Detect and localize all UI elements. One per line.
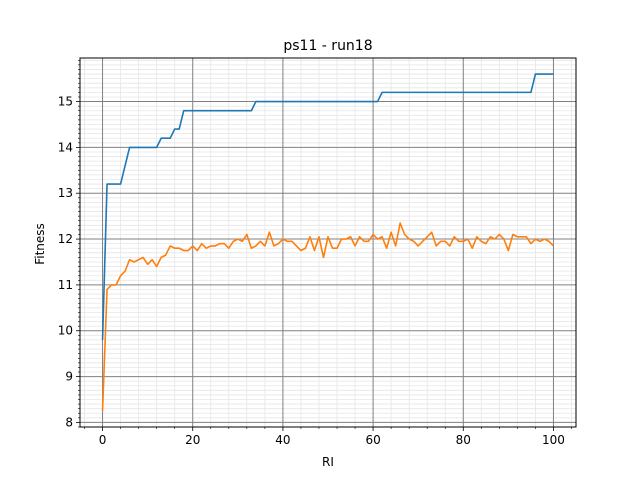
x-tick-label: 40 bbox=[275, 433, 290, 447]
y-tick-label: 13 bbox=[58, 186, 73, 200]
x-tick-label: 100 bbox=[542, 433, 565, 447]
y-tick-label: 12 bbox=[58, 232, 73, 246]
x-axis-label: RI bbox=[322, 455, 334, 469]
y-tick-label: 8 bbox=[65, 415, 73, 429]
y-tick-label: 15 bbox=[58, 95, 73, 109]
series-line-2 bbox=[101, 222, 555, 411]
x-tick-label: 0 bbox=[99, 433, 107, 447]
x-tick-label: 60 bbox=[365, 433, 380, 447]
x-tick-label: 20 bbox=[185, 433, 200, 447]
series-layer bbox=[101, 73, 555, 411]
y-tick-label: 10 bbox=[58, 324, 73, 338]
minor-grid bbox=[80, 58, 576, 428]
y-tick-label: 14 bbox=[58, 140, 73, 154]
x-tick-label: 80 bbox=[456, 433, 471, 447]
chart-title: ps11 - run18 bbox=[283, 38, 372, 54]
y-axis-label: Fitness bbox=[33, 223, 47, 265]
y-tick-label: 11 bbox=[58, 278, 73, 292]
y-tick-label: 9 bbox=[65, 370, 73, 384]
axis-ticks: 0 20 40 60 80 100 8 9 10 11 12 13 14 15 bbox=[58, 59, 572, 447]
plot-frame bbox=[79, 57, 577, 428]
series-line-1 bbox=[101, 73, 554, 340]
